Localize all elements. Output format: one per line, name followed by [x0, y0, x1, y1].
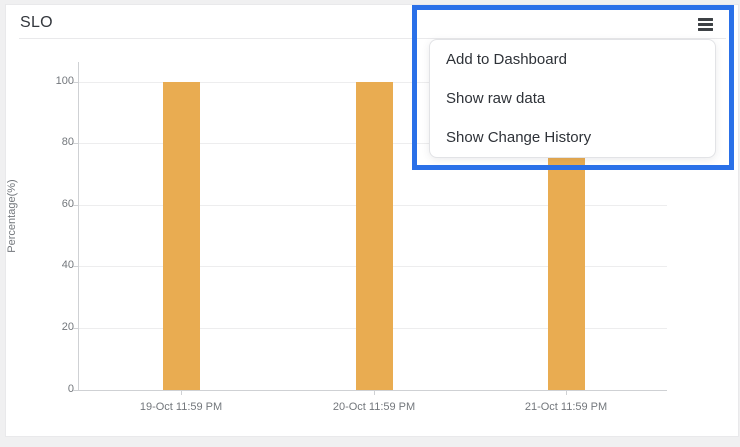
y-tick-label: 40 [61, 259, 74, 271]
y-tick [73, 390, 78, 391]
widget-title: SLO [20, 14, 53, 31]
y-tick [73, 143, 78, 144]
y-tick [73, 205, 78, 206]
x-tick [566, 391, 567, 395]
y-tick-label: 0 [67, 383, 74, 395]
menu-item-add-to-dashboard[interactable]: Add to Dashboard [446, 51, 567, 68]
y-axis-title: Percentage(%) [6, 179, 18, 253]
menu-item-show-change-history[interactable]: Show Change History [446, 129, 592, 146]
x-tick [374, 391, 375, 395]
widget-menu-button[interactable] [698, 16, 716, 33]
y-tick-label: 60 [61, 198, 74, 210]
x-tick-label: 20-Oct 11:59 PM [332, 401, 416, 413]
slo-widget-card: SLO Percentage(%) 100 80 60 40 20 0 [5, 4, 739, 437]
bar-19-oct[interactable] [163, 82, 200, 390]
y-tick-label: 100 [55, 75, 74, 87]
header-divider [19, 38, 726, 39]
x-axis-line [78, 390, 667, 391]
x-tick [181, 391, 182, 395]
y-tick [73, 82, 78, 83]
y-tick-label: 20 [61, 321, 74, 333]
x-tick-label: 19-Oct 11:59 PM [139, 401, 223, 413]
y-tick [73, 266, 78, 267]
menu-item-show-raw-data[interactable]: Show raw data [446, 90, 546, 107]
bar-20-oct[interactable] [356, 82, 393, 390]
x-tick-label: 21-Oct 11:59 PM [524, 401, 608, 413]
widget-context-menu: Add to Dashboard Show raw data Show Chan… [429, 39, 716, 158]
y-tick [73, 328, 78, 329]
y-tick-label: 80 [61, 136, 74, 148]
y-axis-line [78, 62, 79, 391]
